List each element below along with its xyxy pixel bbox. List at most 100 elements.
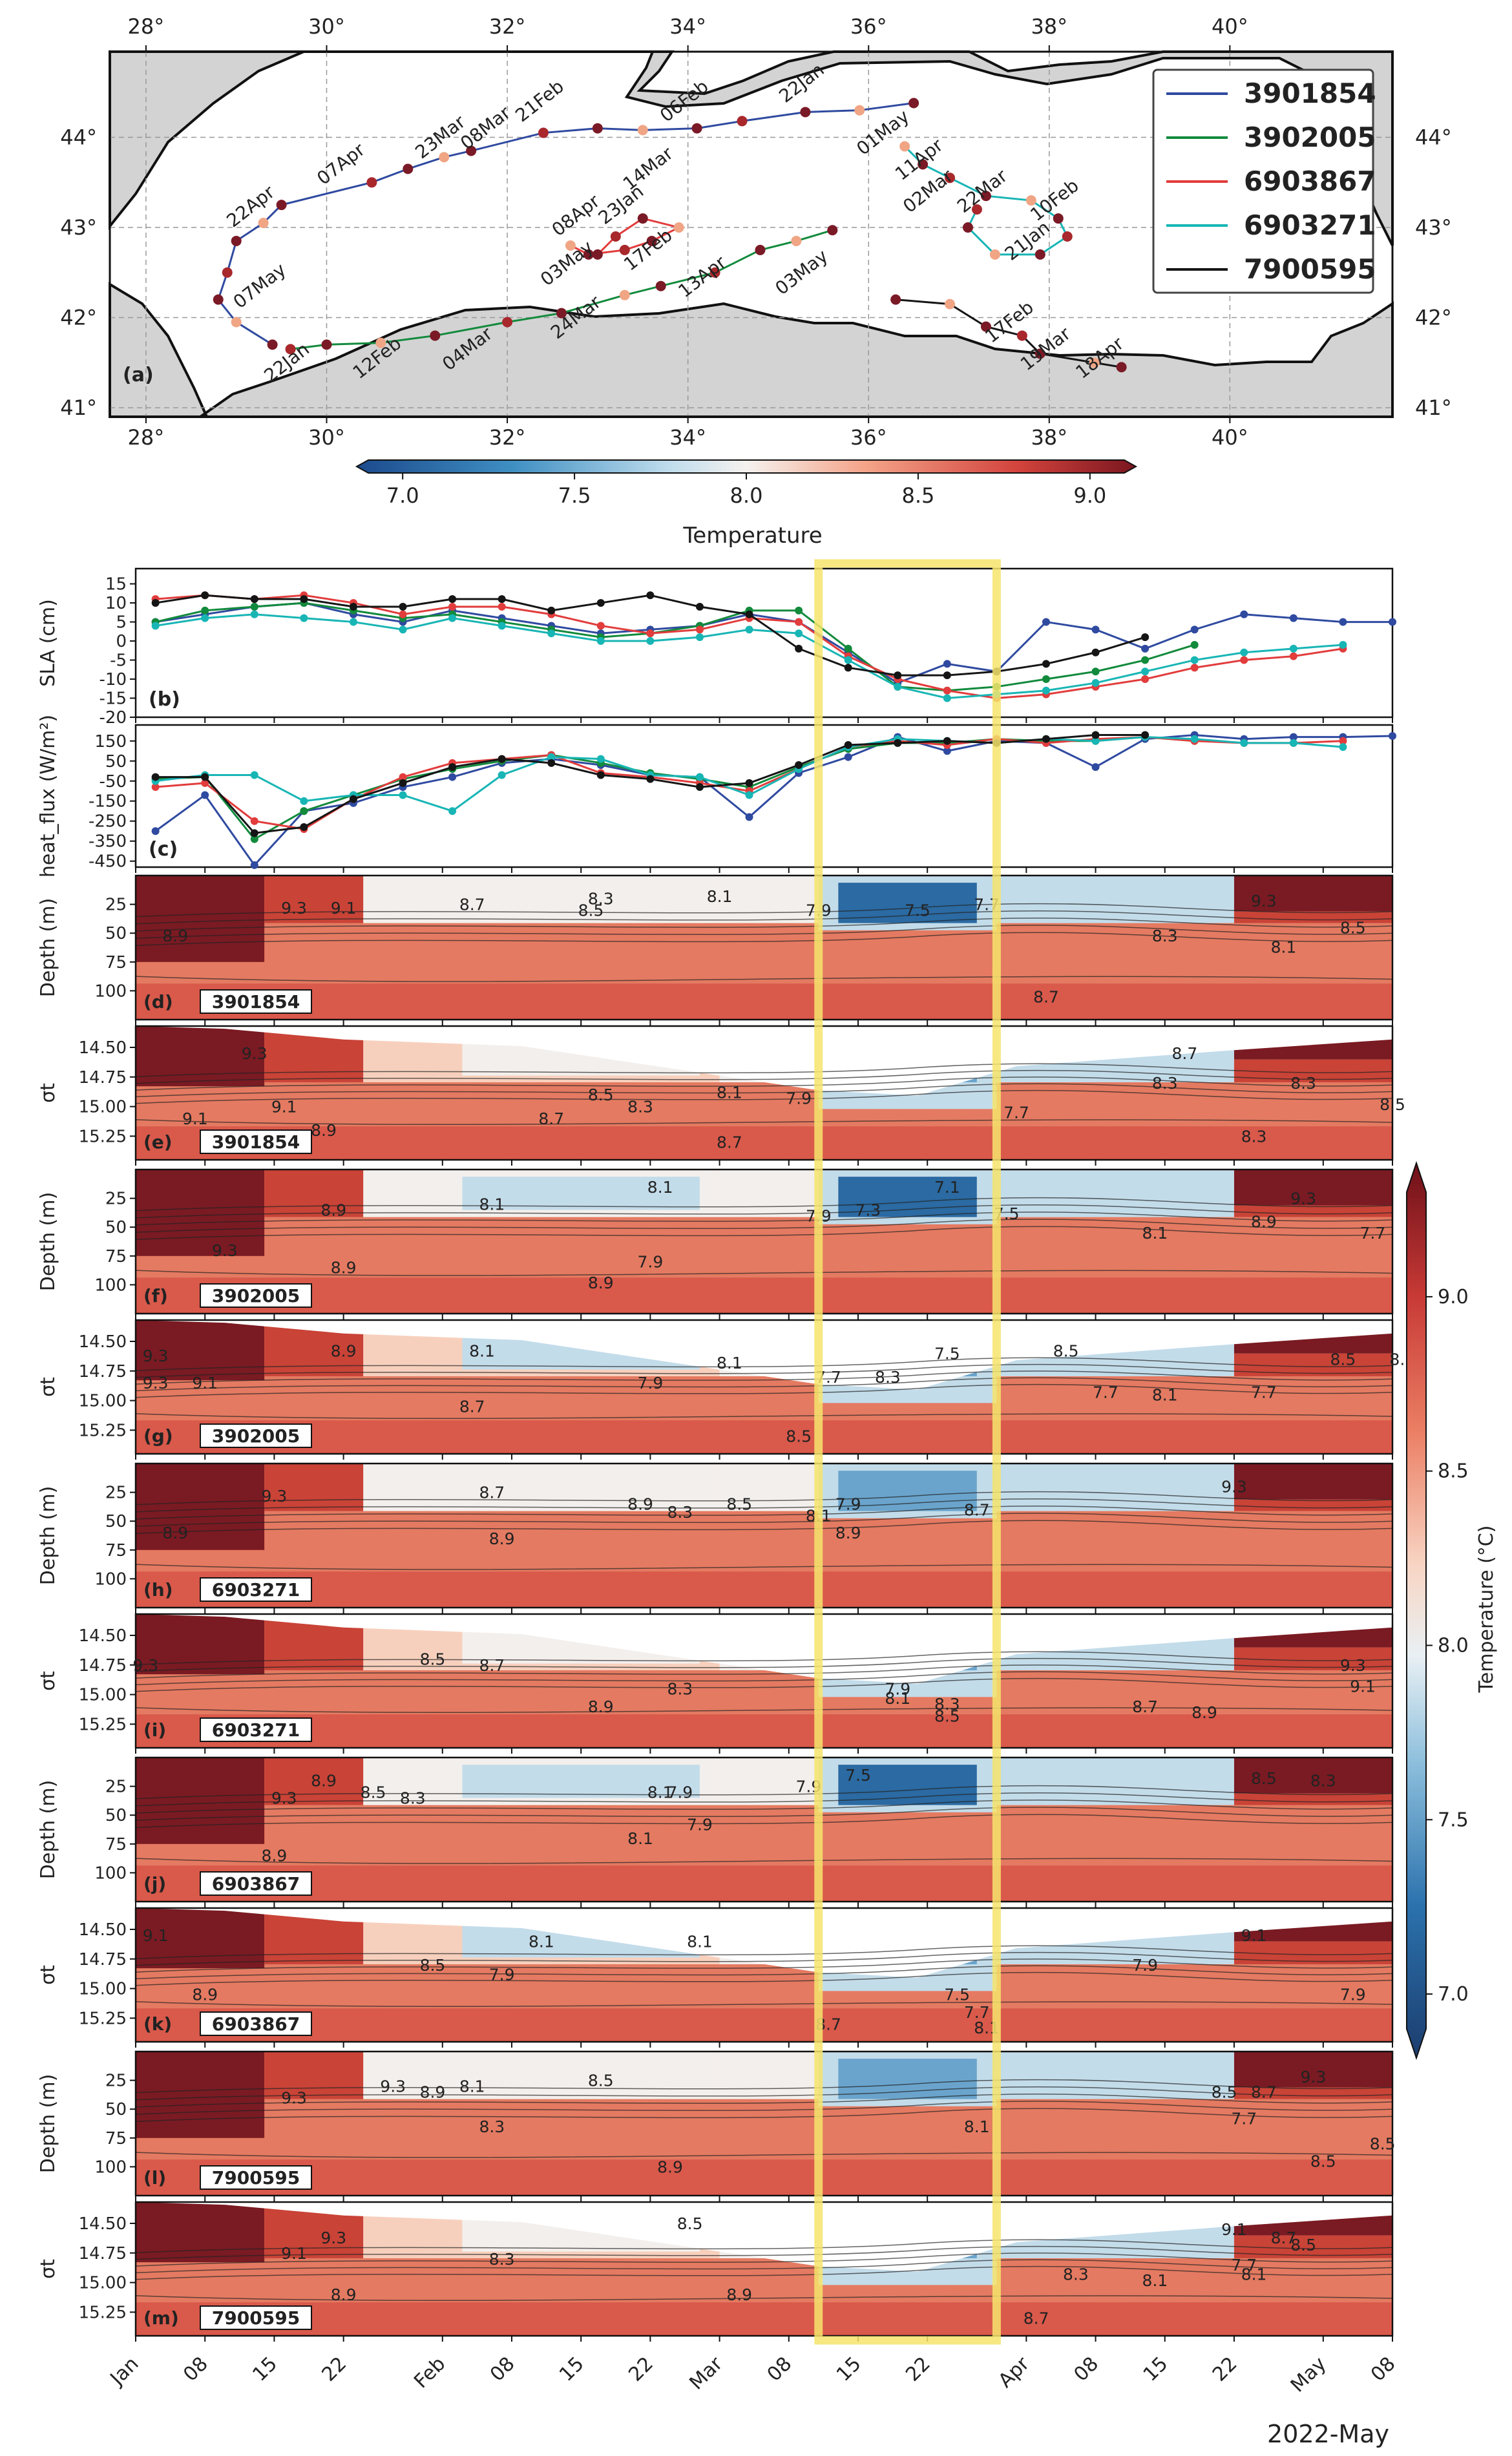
track-point-6903271: [1025, 195, 1036, 206]
contour-label: 8.1: [627, 1829, 653, 1848]
map-x-tick-top: 38°: [1031, 14, 1067, 39]
contour-line: [135, 903, 1393, 918]
y-tick-label: -15: [100, 689, 127, 709]
map-ticks: 28° 28° 30° 30° 32° 32° 34° 34° 36° 36° 38° 38° 40° 4…: [60, 14, 1451, 450]
contour-line: [135, 976, 1393, 982]
track-point-6903867: [637, 213, 648, 224]
track-point-3902005: [655, 280, 666, 291]
contour-line: [135, 2259, 1393, 2274]
contour-label: 8.3: [489, 2250, 515, 2269]
y-tick-label: 15: [105, 575, 127, 594]
contour-label: 8.7: [964, 1500, 990, 1519]
y-tick-label: 15.00: [79, 2274, 127, 2293]
map-x-tick-bottom: 28°: [128, 425, 165, 450]
contour-label: 7.7: [1093, 1383, 1118, 1402]
temperature-patch: [136, 1420, 1392, 1454]
temperature-patch: [462, 883, 700, 916]
time-tick-label: Jan: [105, 2353, 143, 2391]
track-point-6903867: [610, 231, 621, 242]
map-x-tick-bottom: 38°: [1031, 425, 1067, 450]
panel-label: (i): [143, 1719, 166, 1741]
time-tick-label: 22: [624, 2353, 658, 2386]
map-colorbar: Temperature 7.0 7.5 8.0 8.5 9.0: [355, 459, 1138, 549]
panel-frame: [134, 2050, 1394, 2197]
y-tick-label: 50: [105, 924, 127, 943]
no-data-area: [136, 1614, 1392, 1684]
contour-line: [135, 1377, 1393, 1392]
contour-line: [135, 1664, 1393, 1679]
track-point-7900595: [890, 294, 901, 305]
contour-line: [135, 918, 1393, 932]
temperature-patch: [462, 1471, 700, 1504]
no-data-area: [136, 1320, 1392, 1390]
contour-line: [135, 910, 1393, 925]
contour-label: 8.5: [1290, 2236, 1316, 2254]
temperature-patch: [264, 1464, 364, 1511]
contour-label: 8.1: [1142, 1224, 1168, 1243]
temperature-patch: [136, 1126, 1392, 1160]
contour-line: [135, 2086, 1393, 2101]
y-tick-label: 15.25: [79, 2009, 127, 2028]
temperature-patch: [264, 1170, 364, 1217]
series-line-3902005: [155, 602, 1195, 692]
contour-label: 8.9: [331, 2285, 357, 2304]
legend-label-3901854: 3901854: [1244, 78, 1376, 109]
y-axis-label: Depth (m): [37, 1192, 59, 1292]
track-point-3901854: [737, 116, 748, 127]
temperature-patch: [264, 2052, 364, 2099]
contour-line: [135, 1945, 1393, 1960]
contour-label: 7.9: [1132, 1956, 1158, 1975]
panel-frame: [134, 2201, 1394, 2337]
temperature-patch: [1234, 1793, 1392, 1805]
temperature-patch: [1234, 1464, 1392, 1500]
legend-label-6903867: 6903867: [1244, 165, 1376, 197]
temperature-patch: [838, 883, 977, 923]
panel-label: (f): [143, 1285, 168, 1307]
contour-label: 8.1: [647, 1178, 673, 1197]
float-id-label: 3902005: [212, 1425, 300, 1447]
contour-label: 8.5: [726, 1495, 752, 1513]
contour-label: 7.7: [964, 2003, 990, 2022]
contour-label: 7.5: [845, 1766, 871, 1785]
contour-label: 8.5: [420, 1650, 446, 1669]
temperature-colorbar: Temperature (°C) 9.0 8.5 8.0 7.5 7.0: [1406, 1160, 1498, 2061]
contour-label: 9.3: [1251, 892, 1277, 910]
track-point-3901854: [276, 200, 287, 211]
contour-label: 8.3: [1310, 1772, 1336, 1790]
contour-line: [135, 1677, 1393, 1692]
contour-label: 9.3: [143, 1347, 169, 1365]
track-point-3901854: [403, 163, 414, 174]
y-tick-label: 14.75: [79, 1656, 127, 1675]
contour-label: 8.1: [1241, 2265, 1267, 2284]
y-tick-label: 75: [105, 2129, 127, 2148]
track-point-6903271: [899, 141, 910, 152]
track-point-7900595: [980, 321, 991, 332]
y-tick-label: -10: [100, 670, 127, 689]
contour-label: 8.7: [459, 896, 485, 914]
contour-line: [135, 1965, 1393, 1980]
contour-label: 9.3: [281, 2088, 307, 2107]
contour-label: 8.3: [667, 1503, 693, 1522]
contour-label: 8.5: [588, 1086, 614, 1104]
contour-label: 7.9: [637, 1253, 663, 1272]
track-point-7900595: [1116, 362, 1127, 373]
track-point-6903271: [1053, 213, 1064, 224]
float-id-box: [200, 1871, 312, 1896]
contour-line: [135, 1513, 1393, 1527]
temperature-patch: [838, 1471, 977, 1511]
temperature-colorbar-bar: [1406, 1160, 1427, 2061]
temperature-patch: [1234, 876, 1392, 912]
contour-label: 9.3: [132, 1656, 158, 1675]
contour-line: [135, 1219, 1393, 1233]
contour-label: 8.5: [1370, 2135, 1396, 2154]
contour-label: 8.9: [262, 1847, 288, 1865]
y-tick-label: 25: [105, 2072, 127, 2091]
y-tick-label: 15.00: [79, 1980, 127, 1999]
contour-label: 8.9: [331, 1259, 357, 1277]
contour-label: 8.3: [479, 2117, 505, 2136]
contour-label: 8.3: [1241, 1127, 1267, 1146]
panel-label: (k): [143, 2013, 172, 2035]
track-point-3901854: [637, 125, 648, 136]
panel-frame: [134, 1025, 1394, 1161]
